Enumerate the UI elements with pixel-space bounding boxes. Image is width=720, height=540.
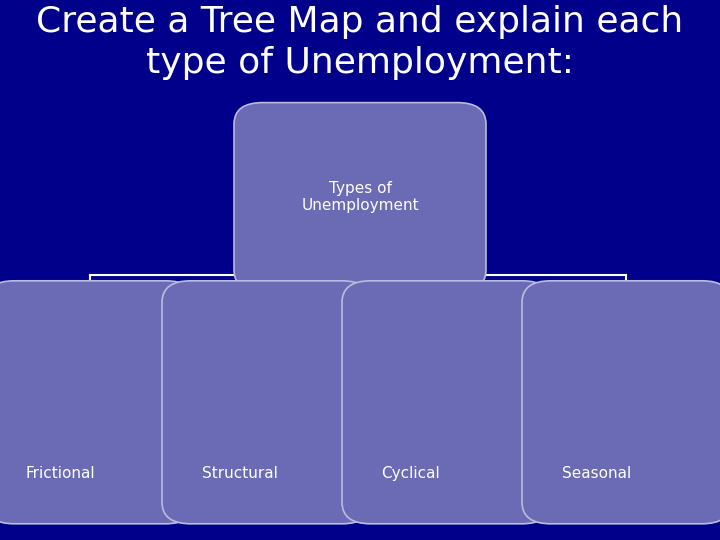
- FancyBboxPatch shape: [162, 281, 371, 524]
- Text: Cyclical: Cyclical: [382, 465, 441, 481]
- FancyBboxPatch shape: [234, 103, 486, 292]
- Text: Create a Tree Map and explain each
type of Unemployment:: Create a Tree Map and explain each type …: [37, 5, 683, 80]
- FancyBboxPatch shape: [0, 281, 194, 524]
- Text: Seasonal: Seasonal: [562, 465, 631, 481]
- Text: Structural: Structural: [202, 465, 277, 481]
- FancyBboxPatch shape: [342, 281, 551, 524]
- FancyBboxPatch shape: [522, 281, 720, 524]
- Text: Frictional: Frictional: [25, 465, 95, 481]
- Text: Types of
Unemployment: Types of Unemployment: [301, 181, 419, 213]
